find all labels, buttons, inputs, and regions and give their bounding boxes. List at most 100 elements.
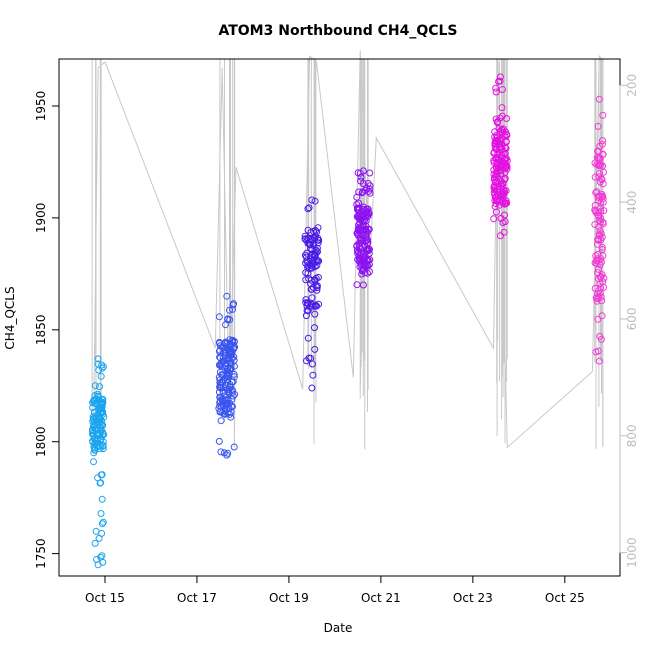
data-point [309, 371, 317, 379]
data-point [594, 122, 602, 130]
data-point [307, 285, 315, 293]
data-point [96, 383, 103, 391]
chart-title: ATOM3 Northbound CH4_QCLS [218, 23, 457, 39]
data-point [496, 232, 504, 240]
data-point [221, 340, 229, 348]
data-point [312, 249, 320, 257]
altitude-line [93, 50, 605, 449]
data-point [98, 520, 106, 528]
data-point [364, 236, 372, 244]
data-point [598, 271, 606, 279]
data-point [305, 240, 313, 248]
data-point [311, 345, 319, 353]
altitude-line-layer [91, 50, 605, 450]
data-point [94, 360, 102, 368]
axes-layer: Oct 15 Oct 17 Oct 19 Oct 21 Oct 23 Oct 25 1750… [34, 74, 639, 605]
data-point [597, 214, 605, 222]
data-point [598, 233, 606, 241]
data-point [304, 258, 312, 266]
data-point [311, 310, 319, 318]
data-point [215, 388, 223, 396]
data-point [493, 146, 500, 154]
data-point [304, 269, 312, 277]
data-point [89, 418, 97, 426]
x-tick-label: Oct 21 [361, 591, 401, 605]
data-point [498, 140, 506, 148]
data-point [364, 212, 372, 220]
data-point [89, 429, 97, 437]
data-point [222, 321, 229, 329]
data-point [354, 206, 361, 213]
data-point [600, 168, 607, 176]
data-point [217, 384, 225, 392]
data-point [597, 335, 605, 343]
data-point [599, 180, 607, 188]
data-point [229, 305, 237, 313]
data-point [496, 77, 504, 85]
data-point [215, 437, 223, 445]
data-point [597, 207, 605, 215]
data-point [221, 410, 229, 418]
y-tick-label: 1750 [34, 538, 48, 569]
data-point [354, 250, 362, 257]
data-point [597, 230, 605, 238]
data-point [596, 156, 604, 164]
data-point [221, 405, 229, 413]
data-point [591, 173, 599, 181]
data-point [501, 149, 509, 157]
data-point [499, 125, 507, 133]
data-point [599, 137, 606, 145]
data-point [308, 196, 316, 204]
data-point [594, 347, 602, 355]
data-point [94, 355, 102, 363]
data-point [356, 219, 364, 227]
data-point [491, 203, 499, 210]
data-point [597, 218, 604, 226]
data-point [592, 259, 600, 267]
data-point [598, 243, 606, 251]
data-point [94, 435, 102, 443]
data-point [303, 249, 311, 257]
data-point [493, 134, 501, 142]
data-point [495, 125, 503, 133]
data-point [592, 294, 600, 302]
data-point [90, 449, 98, 457]
data-point [490, 215, 498, 223]
y-tick-label: 1900 [34, 203, 48, 234]
data-point [360, 260, 368, 268]
y-tick-label: 1850 [34, 315, 48, 346]
data-point [305, 204, 313, 212]
data-point [223, 356, 231, 364]
right-tick-label: 400 [625, 191, 639, 214]
data-point [97, 435, 105, 443]
points-layer [88, 73, 608, 569]
data-point [95, 396, 103, 404]
data-point [503, 131, 511, 139]
data-point [363, 184, 371, 192]
data-point [216, 376, 224, 384]
data-point [600, 274, 608, 282]
data-point [492, 200, 500, 208]
y-axis-label: CH4_QCLS [3, 286, 17, 349]
data-point [215, 373, 223, 381]
x-tick-label: Oct 25 [545, 591, 585, 605]
data-point [98, 552, 106, 560]
data-point [592, 189, 600, 197]
data-point [598, 140, 606, 148]
data-point [217, 448, 225, 456]
data-point [599, 252, 607, 260]
data-point [308, 360, 316, 368]
data-point [94, 419, 102, 427]
data-point [492, 196, 500, 204]
x-tick-label: Oct 15 [85, 591, 125, 605]
data-point [216, 342, 224, 350]
data-point [492, 163, 500, 171]
data-point [353, 247, 361, 255]
data-point [93, 442, 101, 450]
data-point [498, 104, 506, 112]
data-point [226, 336, 234, 344]
data-point [596, 169, 603, 177]
data-point [593, 240, 601, 248]
right-tick-label: 1000 [625, 537, 639, 568]
